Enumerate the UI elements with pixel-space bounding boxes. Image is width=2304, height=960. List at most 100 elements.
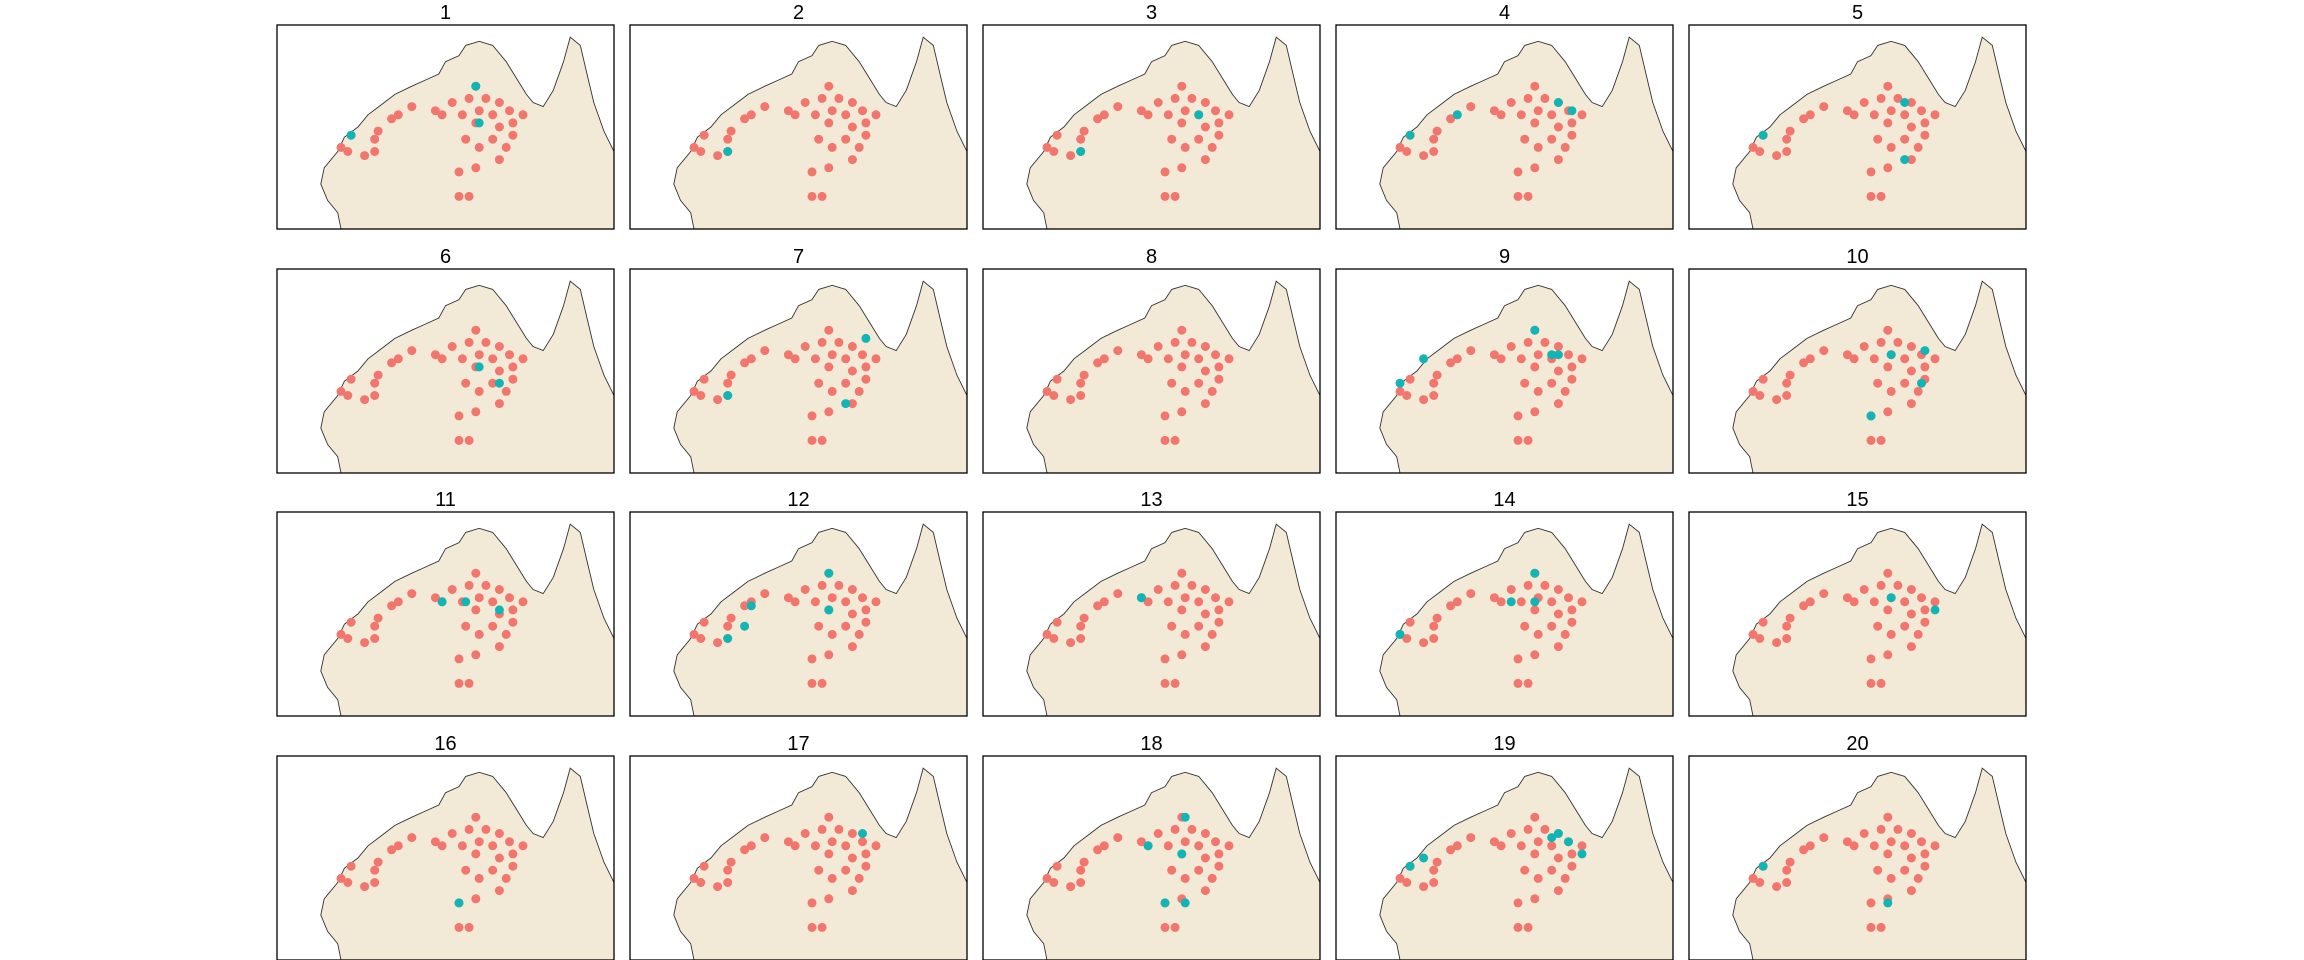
data-point (723, 865, 733, 875)
data-point (1893, 824, 1903, 834)
data-point (1136, 106, 1146, 116)
data-point (1052, 374, 1062, 384)
data-point (454, 167, 464, 177)
highlight-point (494, 378, 504, 388)
data-point (1530, 650, 1540, 660)
data-point (746, 354, 756, 364)
data-point (505, 837, 514, 847)
data-point (861, 849, 871, 859)
data-point (1567, 617, 1577, 627)
data-point (841, 841, 851, 851)
data-point (740, 601, 750, 611)
data-point (474, 629, 484, 639)
data-point (1577, 597, 1587, 607)
data-point (824, 118, 834, 128)
data-point (1194, 597, 1204, 607)
highlight-point (1900, 155, 1910, 165)
data-point (1547, 865, 1557, 875)
data-point (1849, 110, 1859, 120)
data-point (871, 354, 881, 364)
data-point (508, 362, 518, 372)
data-point (1419, 882, 1429, 892)
panel-title: 2 (793, 2, 804, 24)
data-point (1883, 650, 1893, 660)
data-point (689, 386, 699, 396)
data-point (1180, 593, 1190, 603)
data-point (1167, 378, 1177, 388)
data-point (1913, 873, 1923, 883)
data-point (387, 358, 397, 368)
data-point (841, 134, 851, 144)
data-point (1042, 142, 1052, 152)
highlight-point (1160, 898, 1170, 908)
data-point (760, 102, 770, 112)
data-point (370, 391, 380, 400)
data-point (1906, 98, 1916, 107)
data-point (1194, 354, 1204, 364)
data-point (1886, 106, 1896, 116)
data-point (1886, 142, 1896, 152)
data-point (1876, 580, 1886, 590)
data-point (447, 829, 457, 838)
data-point (1429, 878, 1439, 887)
highlight-point (723, 391, 733, 400)
highlight-point (824, 605, 834, 615)
highlight-point (1419, 354, 1429, 364)
data-point (1194, 841, 1204, 851)
data-point (1883, 812, 1893, 822)
panel-title: 15 (1846, 489, 1868, 511)
data-point (814, 621, 824, 631)
data-point (713, 638, 723, 648)
data-point (1429, 865, 1439, 875)
data-point (1163, 597, 1173, 607)
data-point (505, 106, 514, 116)
data-point (1873, 378, 1883, 388)
data-point (1214, 617, 1224, 627)
data-point (689, 629, 699, 639)
data-point (464, 580, 474, 590)
data-point (1547, 597, 1557, 607)
highlight-point (1405, 861, 1415, 871)
highlight-point (471, 81, 481, 91)
panel-frame (1688, 24, 2027, 230)
data-point (461, 865, 471, 875)
data-point (508, 118, 518, 128)
data-point (746, 110, 756, 120)
data-point (1553, 886, 1563, 896)
data-point (464, 922, 474, 932)
data-point (1772, 882, 1782, 892)
data-point (1560, 629, 1570, 639)
data-point (871, 110, 881, 120)
data-point (508, 849, 518, 859)
highlight-point (1530, 325, 1540, 335)
map-panel: 9 (1335, 246, 1674, 474)
highlight-point (1395, 378, 1405, 388)
data-point (474, 593, 484, 603)
panel-frame (1688, 511, 2027, 717)
data-point (1930, 110, 1940, 120)
panel-title: 14 (1493, 489, 1515, 511)
data-point (461, 134, 471, 144)
data-point (1876, 337, 1886, 347)
data-point (1093, 114, 1103, 124)
data-point (1876, 678, 1886, 688)
data-point (1873, 865, 1883, 875)
data-point (740, 845, 750, 855)
data-point (1530, 812, 1540, 822)
data-point (1859, 585, 1869, 594)
data-point (847, 853, 857, 863)
data-point (336, 386, 346, 396)
data-point (1167, 865, 1177, 875)
highlight-point (1180, 898, 1190, 908)
data-point (1873, 621, 1883, 631)
data-point (508, 861, 518, 871)
data-point (1170, 93, 1180, 103)
data-point (373, 857, 383, 867)
highlight-point (1564, 837, 1573, 847)
data-point (1567, 130, 1577, 140)
data-point (1160, 435, 1170, 445)
data-point (1200, 399, 1210, 409)
data-point (1049, 634, 1059, 643)
data-point (1200, 829, 1210, 838)
